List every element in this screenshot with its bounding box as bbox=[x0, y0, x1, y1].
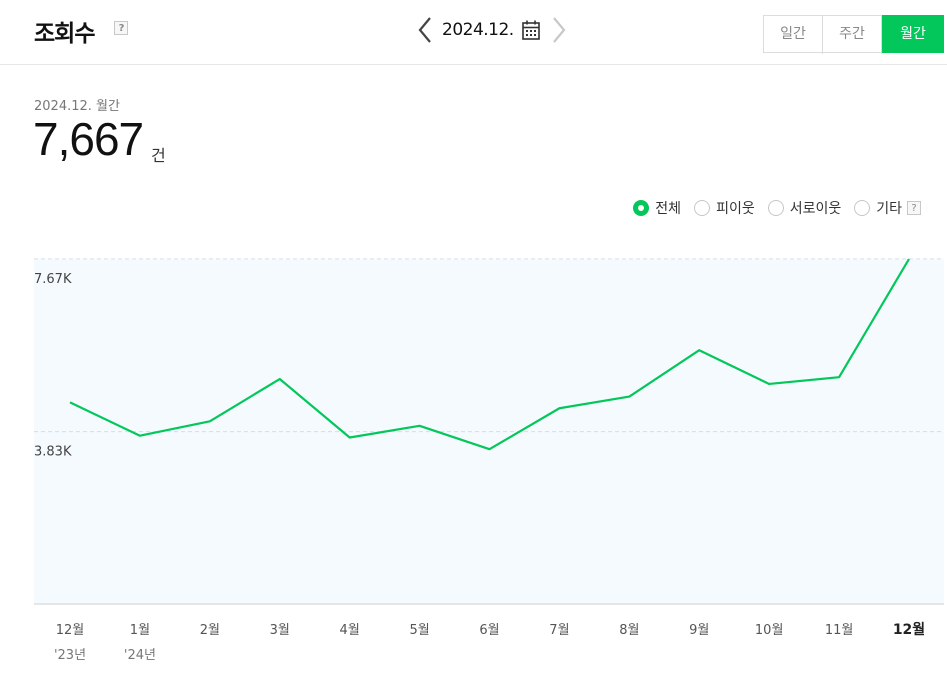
y-tick-label: 7.67K bbox=[34, 272, 72, 287]
x-tick-label: 4월 bbox=[340, 623, 360, 638]
x-tick-label: 2월 bbox=[200, 623, 220, 638]
chevron-right-icon bbox=[552, 17, 566, 43]
radio-selected-icon bbox=[633, 200, 650, 216]
calendar-button[interactable] bbox=[521, 20, 540, 40]
radio-icon bbox=[854, 200, 871, 216]
page-title: 조회수 ? bbox=[34, 14, 128, 48]
x-tick-label: 9월 bbox=[689, 623, 709, 638]
x-tick-sublabel: '23년 bbox=[54, 648, 86, 663]
y-tick-label: 3.83K bbox=[34, 445, 72, 460]
page-title-text: 조회수 bbox=[34, 21, 95, 47]
views-line-chart: 7.67K 3.83K 12월 '23년 1월 '24년 2월 3월 4월 5월 6월 7월 8월 9월 1… bbox=[34, 258, 944, 663]
title-help-icon[interactable]: ? bbox=[114, 21, 128, 35]
visitor-filter: 전체 피이웃 서로이웃 기타 ? bbox=[620, 198, 921, 218]
header-bar: 조회수 ? 2024.12. 일간 주간 월 bbox=[0, 0, 947, 65]
x-tick-label: 11월 bbox=[825, 623, 854, 638]
series-line bbox=[69, 258, 910, 451]
filter-all-label: 전체 bbox=[655, 201, 682, 217]
filter-neighbor-radio[interactable]: 피이웃 bbox=[694, 198, 755, 218]
chevron-left-icon bbox=[418, 17, 431, 43]
filter-neighbor-label: 피이웃 bbox=[716, 201, 755, 217]
x-tick-label: 5월 bbox=[409, 623, 429, 638]
date-navigator: 2024.12. bbox=[416, 14, 568, 46]
filter-mutual-neighbor-label: 서로이웃 bbox=[789, 201, 842, 217]
x-tick-label: 8월 bbox=[619, 623, 639, 638]
x-tick-label: 7월 bbox=[549, 623, 569, 638]
x-tick-label: 10월 bbox=[755, 623, 784, 638]
calendar-icon bbox=[521, 20, 540, 40]
x-tick-label: 12월 bbox=[893, 621, 925, 638]
x-tick-label: 1월 bbox=[130, 623, 150, 638]
summary-period: 2024.12. 월간 bbox=[34, 99, 120, 114]
current-date-label: 2024.12. bbox=[442, 20, 514, 40]
filter-other-radio[interactable]: 기타 bbox=[854, 198, 902, 218]
x-tick-label: 12월 bbox=[56, 623, 85, 638]
x-tick-label: 3월 bbox=[270, 623, 290, 638]
x-tick-sublabel: '24년 bbox=[124, 648, 156, 663]
radio-icon bbox=[767, 200, 784, 216]
summary-value: 7,667 bbox=[33, 113, 144, 165]
period-toggle: 일간 주간 월간 bbox=[763, 15, 944, 54]
x-tick-label: 6월 bbox=[479, 623, 499, 638]
prev-period-button[interactable] bbox=[416, 14, 434, 46]
filter-other-label: 기타 bbox=[876, 201, 902, 217]
radio-icon bbox=[694, 200, 711, 216]
next-period-button[interactable] bbox=[550, 14, 568, 46]
filter-help-icon[interactable]: ? bbox=[907, 201, 921, 215]
period-monthly-button[interactable]: 월간 bbox=[882, 15, 944, 53]
period-daily-button[interactable]: 일간 bbox=[764, 16, 823, 54]
filter-all-radio[interactable]: 전체 bbox=[633, 198, 681, 218]
filter-mutual-neighbor-radio[interactable]: 서로이웃 bbox=[767, 198, 842, 218]
summary-unit: 건 bbox=[151, 146, 166, 165]
period-weekly-button[interactable]: 주간 bbox=[823, 16, 882, 54]
